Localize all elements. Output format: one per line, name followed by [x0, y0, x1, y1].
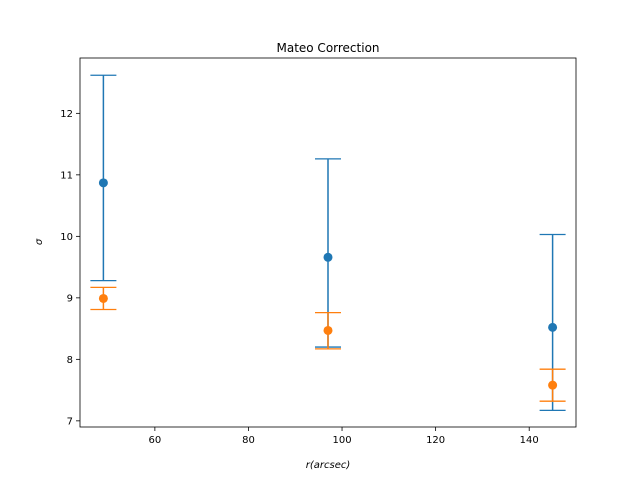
y-tick-label: 12 — [60, 109, 73, 120]
y-tick-label: 11 — [60, 170, 73, 181]
data-point — [548, 322, 558, 332]
y-tick-label: 10 — [60, 232, 73, 243]
y-tick-label: 8 — [67, 355, 73, 366]
y-axis-label: σ — [34, 238, 45, 245]
data-point — [323, 252, 333, 262]
x-axis-ticks: 60 80 100 120 140 — [149, 427, 539, 446]
series-2 — [90, 286, 566, 402]
y-tick-label: 7 — [67, 416, 73, 427]
x-tick-label: 60 — [149, 435, 162, 446]
x-tick-label: 140 — [520, 435, 539, 446]
x-tick-label: 80 — [242, 435, 255, 446]
data-point — [98, 178, 108, 188]
data-marks — [90, 74, 566, 412]
data-point — [323, 325, 333, 335]
data-point — [98, 293, 108, 303]
x-tick-label: 120 — [426, 435, 445, 446]
y-axis-ticks: 7 8 9 10 11 12 — [60, 109, 80, 427]
x-axis-label: r(arcsec) — [306, 460, 351, 471]
chart-title: Mateo Correction — [276, 41, 379, 55]
y-tick-label: 9 — [67, 293, 73, 304]
x-tick-label: 100 — [332, 435, 351, 446]
data-point — [548, 380, 558, 390]
